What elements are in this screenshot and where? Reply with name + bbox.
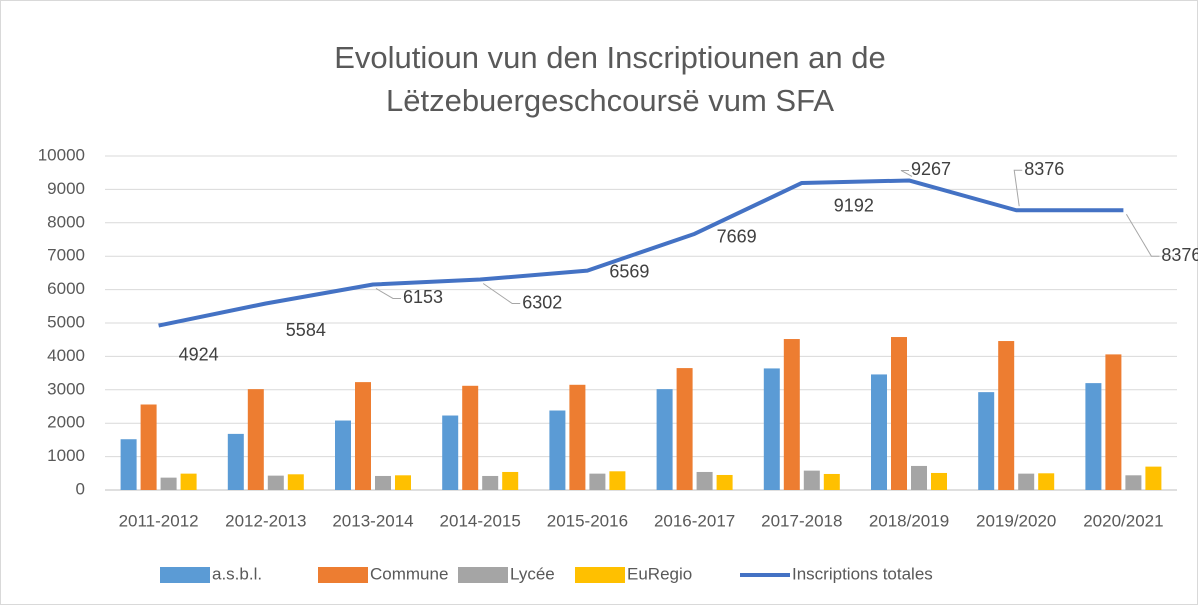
leader-line [1013, 169, 1023, 207]
data-label: 4924 [179, 344, 219, 364]
bar [609, 471, 626, 490]
bar [355, 382, 371, 490]
x-tick-label: 2020/2021 [1083, 511, 1163, 530]
x-tick-label: 2017-2018 [761, 511, 842, 530]
bar [395, 475, 411, 490]
y-tick-label: 6000 [47, 279, 85, 298]
data-label: 9192 [834, 196, 874, 216]
data-label: 6569 [609, 261, 649, 281]
bar [871, 374, 887, 490]
bar [267, 475, 284, 490]
bar [180, 473, 197, 490]
bar [442, 415, 459, 490]
x-tick-label: 2014-2015 [440, 511, 521, 530]
legend-swatch [458, 567, 508, 583]
legend-label: a.s.b.l. [212, 564, 262, 583]
y-tick-label: 10000 [38, 145, 85, 164]
bar [823, 473, 840, 490]
y-tick-label: 0 [76, 479, 85, 498]
y-tick-label: 3000 [47, 379, 85, 398]
chart-title: Evolutioun vun den Inscriptiounen an de [334, 40, 886, 75]
bar [482, 475, 499, 490]
line-series [158, 178, 1124, 328]
bar [549, 410, 566, 490]
legend-label: Lycée [510, 564, 555, 583]
x-tick-label: 2019/2020 [976, 511, 1056, 530]
bar [375, 475, 391, 490]
data-label: 5584 [286, 320, 326, 340]
x-tick-label: 2013-2014 [332, 511, 413, 530]
bar [911, 465, 927, 490]
y-tick-label: 4000 [47, 346, 85, 365]
x-tick-label: 2018/2019 [869, 511, 949, 530]
data-label: 6302 [522, 292, 562, 312]
bar [1105, 354, 1122, 490]
y-tick-label: 7000 [47, 246, 85, 265]
x-tick-label: 2016-2017 [654, 511, 735, 530]
bar [1125, 475, 1142, 490]
bar [140, 404, 157, 490]
leader-line [900, 169, 913, 177]
bar [569, 384, 586, 490]
y-tick-label: 1000 [47, 446, 85, 465]
bar [160, 477, 177, 490]
bar [763, 368, 780, 490]
y-tick-label: 5000 [47, 312, 85, 331]
y-tick-label: 8000 [47, 212, 85, 231]
bar [1018, 473, 1035, 490]
bar [696, 471, 713, 490]
data-label: 8376 [1161, 245, 1198, 265]
legend-label: EuRegio [627, 564, 692, 583]
legend-label: Commune [370, 564, 448, 583]
y-tick-label: 2000 [47, 413, 85, 432]
bar [287, 474, 304, 490]
bar [120, 439, 137, 490]
data-label: 6153 [403, 287, 443, 307]
bar [783, 339, 800, 490]
bar [656, 389, 673, 490]
legend-swatch [160, 567, 210, 583]
legend-swatch [318, 567, 368, 583]
data-label: 7669 [717, 227, 757, 247]
bar [716, 474, 733, 490]
legend-swatch [575, 567, 625, 583]
bar [1085, 383, 1102, 490]
bar [998, 341, 1015, 490]
bar [931, 472, 947, 490]
bar [1038, 473, 1055, 490]
bar [676, 368, 693, 490]
data-label: 8376 [1024, 159, 1064, 179]
chart-title: Lëtzebuergeschcoursë vum SFA [386, 83, 834, 118]
leader-line [375, 288, 401, 299]
bar [462, 385, 479, 490]
data-label: 9267 [911, 159, 951, 179]
y-tick-label: 9000 [47, 179, 85, 198]
bar [891, 337, 907, 490]
bar [1145, 466, 1162, 490]
x-tick-label: 2012-2013 [225, 511, 306, 530]
bar [589, 473, 606, 490]
x-tick-label: 2015-2016 [547, 511, 628, 530]
bar [227, 433, 244, 490]
bar [803, 470, 820, 490]
bar [335, 420, 351, 490]
legend-label: Inscriptions totales [792, 564, 933, 583]
leader-line [1125, 213, 1160, 257]
x-tick-label: 2011-2012 [119, 511, 199, 530]
bar [247, 389, 264, 490]
bar [978, 392, 995, 490]
bar [502, 471, 519, 490]
leader-line [482, 283, 521, 305]
